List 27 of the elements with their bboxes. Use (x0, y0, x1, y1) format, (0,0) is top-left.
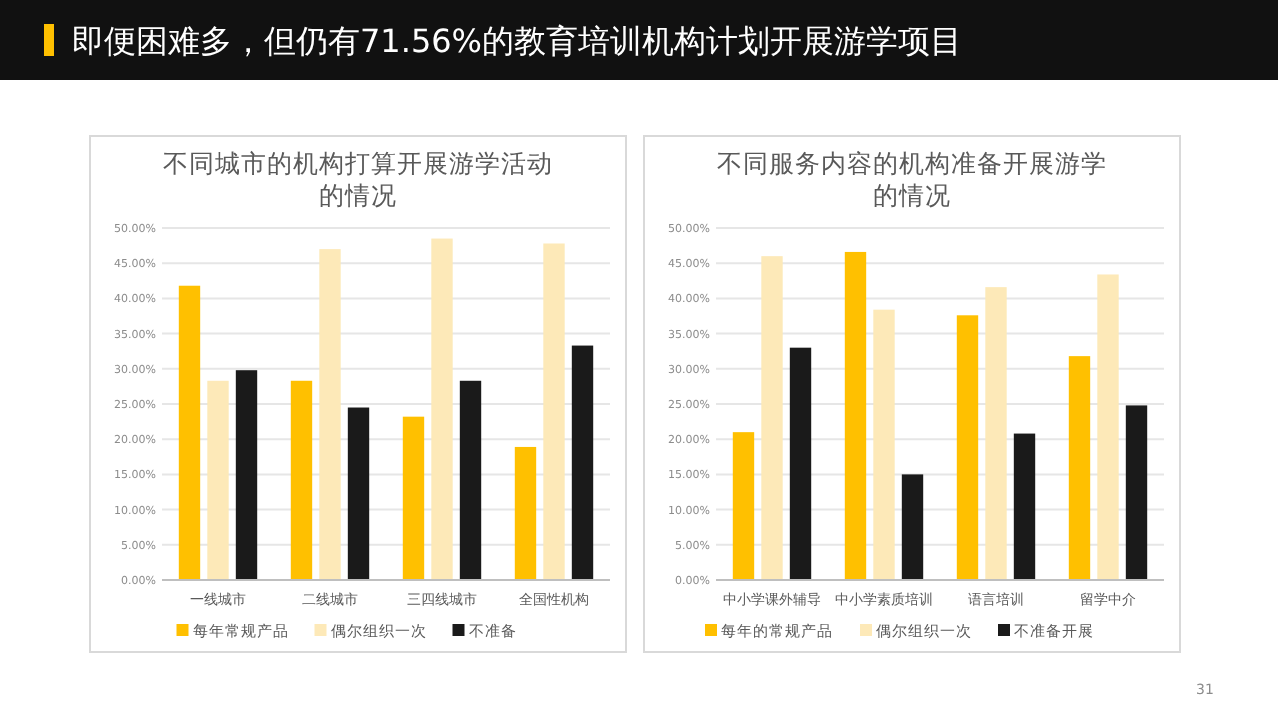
bar (985, 287, 1007, 580)
bar (844, 251, 867, 580)
bar (901, 474, 924, 580)
bar (1068, 356, 1091, 580)
text: 即便困难多，但仍有71.56%的教育培训机构计划开展游学项目 (72, 22, 963, 60)
bar (543, 243, 565, 580)
bar (235, 370, 258, 580)
bar (1125, 405, 1148, 580)
bar (459, 380, 482, 580)
bar (571, 345, 594, 580)
bar (956, 315, 979, 580)
bar (290, 380, 313, 580)
bar (347, 407, 370, 580)
bar (732, 432, 755, 580)
bar (431, 238, 453, 580)
bar (873, 309, 895, 580)
bar (1097, 274, 1119, 580)
bar (789, 347, 812, 580)
bar (207, 380, 229, 580)
bar (761, 256, 783, 580)
bar (402, 416, 425, 580)
bar (514, 446, 537, 580)
chart-title: 不同服务内容的机构准备开展游学的情况 (717, 148, 1107, 210)
bar (178, 285, 201, 580)
bar (319, 249, 341, 580)
chart-title: 不同城市的机构打算开展游学活动的情况 (163, 148, 553, 210)
bar (1013, 433, 1036, 580)
